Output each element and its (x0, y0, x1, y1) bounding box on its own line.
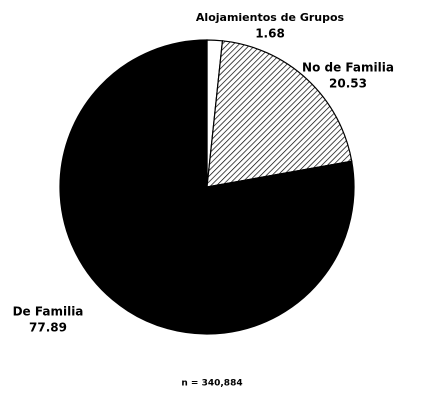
note: n = 340,884 (181, 379, 242, 389)
pie-slice (59, 39, 355, 335)
slice-label: Alojamientos de Grupos (196, 11, 345, 24)
slice-label: De Familia (13, 305, 84, 319)
value-label: 20.53 (329, 77, 367, 91)
pie-slice (206, 40, 353, 188)
value-label: 1.68 (255, 27, 285, 41)
slice-label: No de Familia (302, 61, 394, 75)
value-label: 77.89 (29, 321, 67, 335)
